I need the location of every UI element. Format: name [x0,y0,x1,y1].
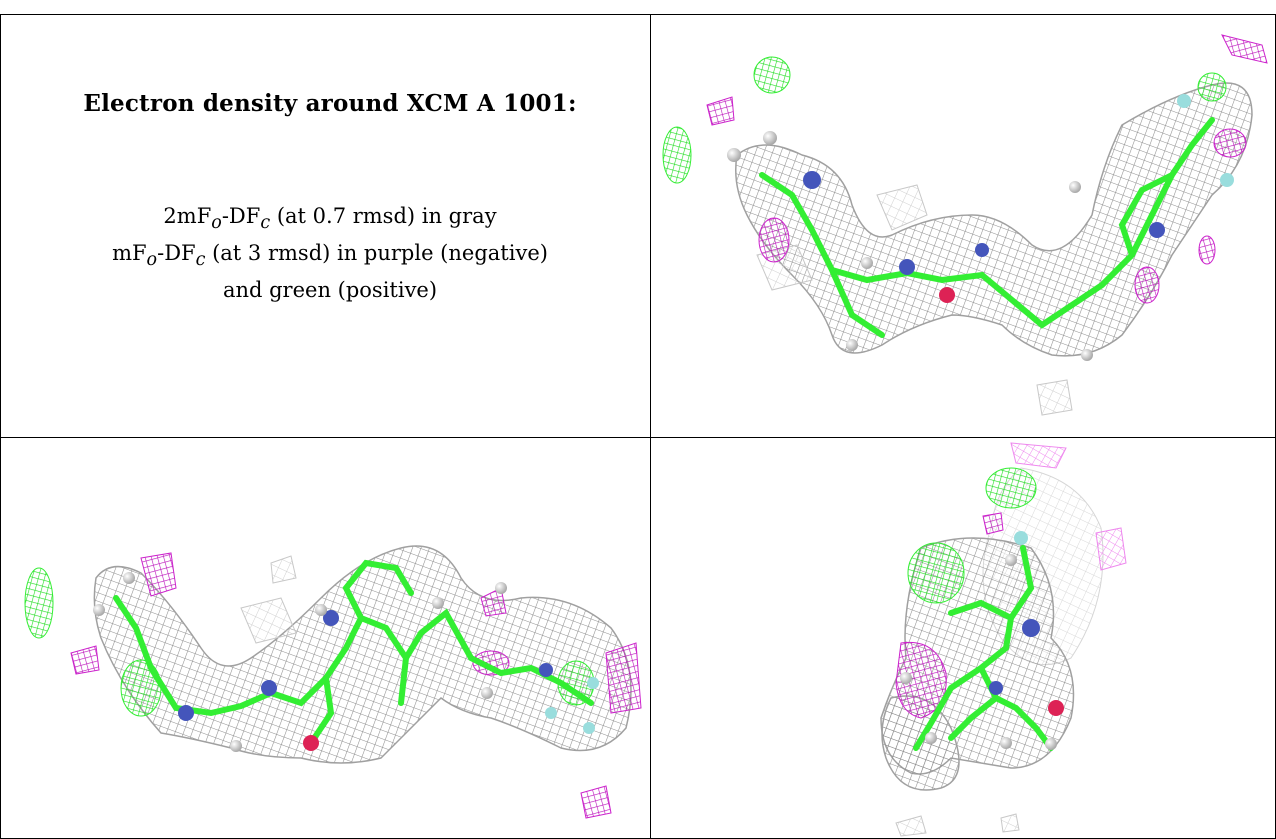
nitrogen-atom [178,705,194,721]
density-render-bottom-right [880,442,1127,837]
hydrogen-atom [432,597,444,609]
green-density-blob [1197,72,1227,102]
caption-line-mfo-dfc: mFo-DFc (at 3 rmsd) in purple (negative) [112,241,548,271]
purple-density-blob [1134,266,1160,304]
pink-density-blob [1010,442,1067,469]
hydrogen-atom [93,604,105,616]
table-center-border [650,14,651,839]
hydrogen-atom [861,257,873,269]
purple-density-blob [982,512,1004,535]
oxygen-atom [303,735,319,751]
purple-density-blob [605,642,642,714]
hydrogen-atom [846,339,858,351]
hydrogen-atom [230,740,242,752]
nitrogen-atom [989,681,1003,695]
ligand-bonds [913,545,1054,751]
nitrogen-atom [539,663,553,677]
density-view-top-right [652,15,1274,436]
pink-density-blob [1095,527,1127,571]
density-view-bottom-right [651,438,1274,837]
hydrogen-atom [1045,738,1057,750]
ligand-bonds [759,117,1215,338]
purple-density-blob [472,650,510,676]
table-top-border [0,14,1276,15]
purple-density-blob [70,645,100,675]
fluorine-atom [1014,531,1028,545]
green-density-blob [662,126,692,184]
gray-density-fragment [270,555,297,584]
ligand-bonds [113,559,594,746]
gray-density-fragment [895,815,927,837]
fluorine-atom [583,722,595,734]
fluorine-atom [545,707,557,719]
caption-title: Electron density around XCM A 1001: [83,90,577,117]
nitrogen-atom [261,680,277,696]
nitrogen-atom [899,259,915,275]
nitrogen-atom [1022,619,1040,637]
density-render-top-right [662,34,1268,416]
hydrogen-atom [727,148,741,162]
hydrogen-atom [1005,554,1017,566]
gray-density-fragment [876,184,928,231]
hydrogen-atom [495,582,507,594]
caption-legend: 2mFo-DFc (at 0.7 rmsd) in gray mFo-DFc (… [20,201,640,305]
fluorine-atom [1220,173,1234,187]
table-middle-border [0,437,1276,438]
purple-density-blob [758,217,790,263]
purple-density-blob [580,785,612,819]
caption-line-2mfo-dfc: 2mFo-DFc (at 0.7 rmsd) in gray [163,204,497,234]
gray-density-fragment [1036,379,1073,416]
fluorine-atom [1177,94,1191,108]
nitrogen-atom [1149,222,1165,238]
purple-density-blob [706,96,735,126]
fluorine-atom [587,677,599,689]
oxygen-atom [1048,700,1064,716]
hydrogen-atom [1000,737,1012,749]
green-density-blob [120,659,162,717]
hydrogen-atom [1081,349,1093,361]
hydrogen-atom [1069,181,1081,193]
purple-density-blob [1213,128,1247,158]
hydrogen-atom [925,732,937,744]
caption-cell: Electron density around XCM A 1001: 2mFo… [20,90,640,305]
nitrogen-atom [803,171,821,189]
purple-density-blob [480,587,507,617]
caption-line-colors: and green (positive) [222,278,438,303]
gray-density-fragment [1000,813,1020,833]
green-density-blob [985,467,1037,509]
oxygen-atom [939,287,955,303]
gray-density-mesh [735,82,1253,357]
nitrogen-atom [323,610,339,626]
purple-density-blob [1198,235,1216,265]
purple-density-blob [140,552,177,597]
hydrogen-atom [481,687,493,699]
density-render-bottom-left [24,545,642,819]
hydrogen-atom [900,672,912,684]
hydrogen-atom [763,131,777,145]
green-density-blob [907,542,965,604]
density-view-bottom-left [1,438,649,837]
hydrogen-atom [123,572,135,584]
green-density-blob [24,567,54,639]
gray-density-fragment [240,597,297,644]
table-left-border [0,14,1,839]
purple-density-blob [1221,34,1268,64]
green-density-blob [753,56,791,94]
hydrogen-atom [315,604,327,616]
nitrogen-atom [975,243,989,257]
